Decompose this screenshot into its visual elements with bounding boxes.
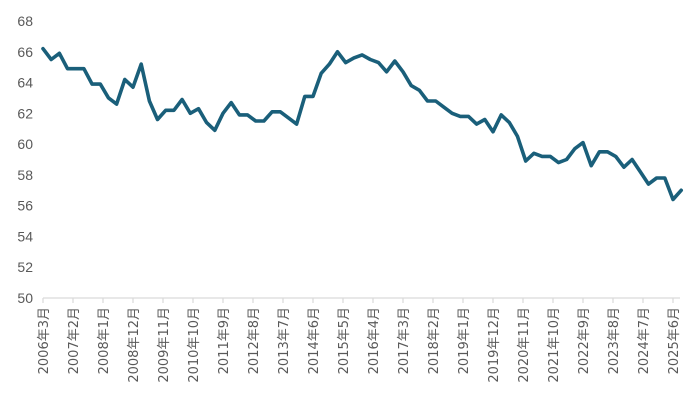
x-tick-label: 2023年8月 (607, 307, 622, 374)
y-tick-label: 66 (17, 44, 33, 60)
x-tick-label: 2022年9月 (577, 307, 592, 374)
y-tick-label: 54 (17, 228, 33, 244)
x-tick-label: 2025年6月 (667, 307, 682, 374)
y-tick-label: 56 (17, 198, 33, 214)
x-tick-label: 2014年6月 (307, 307, 322, 374)
y-tick-label: 50 (17, 290, 33, 306)
y-tick-label: 60 (17, 136, 33, 152)
y-tick-label: 52 (17, 259, 33, 275)
x-tick-label: 2018年2月 (427, 307, 442, 374)
y-tick-label: 62 (17, 105, 33, 121)
x-tick-label: 2011年9月 (217, 307, 232, 374)
data-line (41, 46, 684, 202)
x-tick-label: 2016年4月 (367, 307, 382, 374)
x-tick-label: 2019年12月 (487, 307, 502, 383)
x-tick-label: 2007年2月 (67, 307, 82, 374)
x-tick-label: 2020年11月 (517, 307, 532, 383)
x-tick-label: 2012年8月 (247, 307, 262, 374)
x-tick-label: 2024年7月 (637, 307, 652, 374)
x-tick-label: 2008年12月 (127, 307, 142, 383)
y-tick-label: 64 (17, 75, 33, 91)
y-tick-label: 68 (17, 13, 33, 29)
x-tick-label: 2015年5月 (337, 307, 352, 374)
x-axis: 2006年3月 2007年2月 2008年1月 2008年12月 2009年11月 201… (37, 297, 682, 383)
y-tick-label: 58 (17, 167, 33, 183)
x-tick-label: 2017年3月 (397, 307, 412, 374)
x-tick-label: 2019年1月 (457, 307, 472, 374)
x-tick-label: 2009年11月 (157, 307, 172, 383)
x-tick-label: 2013年7月 (277, 307, 292, 374)
x-tick-label: 2008年1月 (97, 307, 112, 374)
y-axis: 50 52 54 56 58 60 62 64 66 68 (17, 13, 33, 306)
x-tick-label: 2010年10月 (187, 307, 202, 383)
x-tick-label: 2006年3月 (37, 307, 52, 374)
plot-area (41, 46, 684, 202)
x-tick-label: 2021年10月 (547, 307, 562, 383)
